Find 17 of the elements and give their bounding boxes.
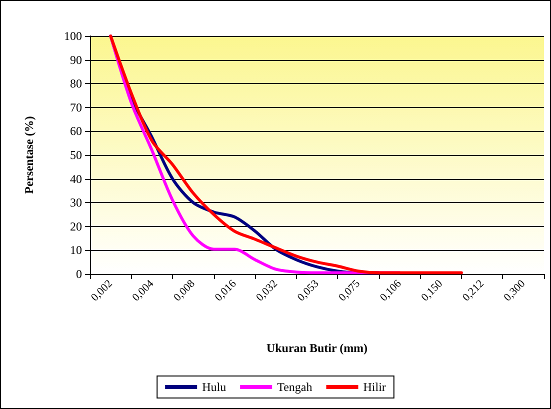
- y-tick-label: 10: [70, 243, 82, 258]
- y-tick-label: 40: [70, 172, 82, 186]
- legend-label: Tengah: [277, 380, 312, 394]
- x-axis-title: Ukuran Butir (mm): [266, 341, 368, 355]
- y-axis-title: Persentase (%): [22, 116, 36, 194]
- legend-label: Hulu: [202, 380, 226, 394]
- line-series: [109, 34, 463, 274]
- y-tick-label: 70: [70, 100, 82, 114]
- y-tick-label: 80: [70, 76, 82, 91]
- y-tick-label: 50: [70, 148, 82, 162]
- y-tick-label: 100: [64, 29, 82, 43]
- y-tick-label: 90: [70, 52, 82, 67]
- legend-label: Hilir: [363, 380, 386, 394]
- y-tick-label: 20: [70, 219, 82, 234]
- y-tick-label: 60: [70, 124, 82, 138]
- y-tick-label: 0: [76, 267, 82, 281]
- y-tick-label: 30: [70, 196, 82, 210]
